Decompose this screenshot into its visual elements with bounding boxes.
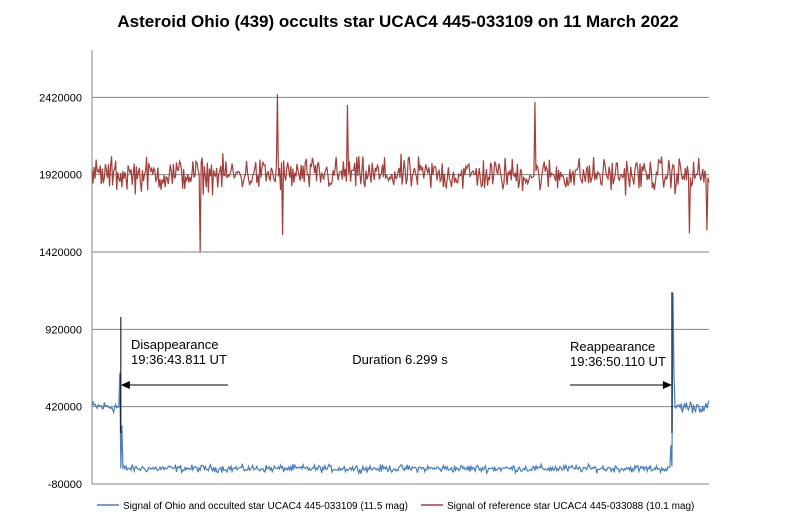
y-tick-label: 420000 — [45, 402, 82, 414]
legend-entry-2: Signal of reference star UCAC4 445-03308… — [447, 501, 694, 512]
reappearance-arrowhead — [662, 381, 672, 390]
y-tick-label: 2420000 — [39, 92, 82, 104]
y-tick-label: 1420000 — [39, 247, 82, 259]
chart-title: Asteroid Ohio (439) occults star UCAC4 4… — [117, 12, 679, 31]
series-line-2 — [91, 94, 710, 253]
series-line-1 — [91, 292, 710, 476]
reappearance-label: Reappearance — [570, 339, 655, 354]
y-tick-label: -80000 — [48, 479, 82, 491]
duration-label: Duration 6.299 s — [352, 352, 448, 367]
y-tick-label: 1920000 — [39, 170, 82, 182]
legend-entry-1: Signal of Ohio and occulted star UCAC4 4… — [123, 501, 408, 512]
disappearance-time: 19:36:43.811 UT — [131, 352, 227, 367]
y-tick-label: 920000 — [45, 324, 82, 336]
disappearance-arrowhead — [120, 381, 130, 390]
reappearance-time: 19:36:50.110 UT — [570, 354, 666, 369]
disappearance-label: Disappearance — [131, 337, 218, 352]
